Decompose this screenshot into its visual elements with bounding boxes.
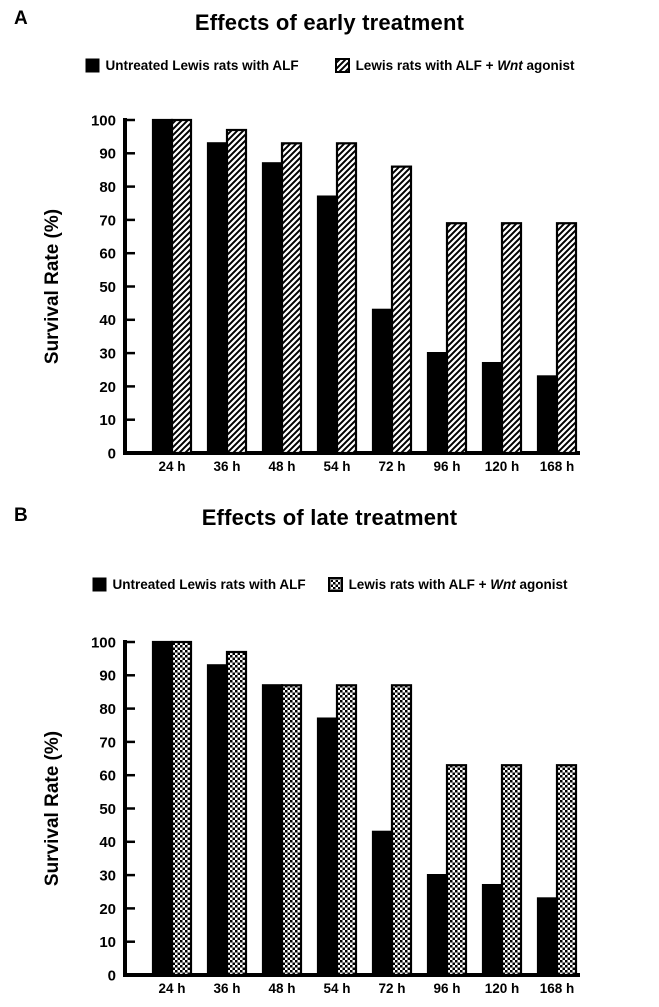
bar-series1-54h <box>316 195 339 455</box>
x-tick-label: 24 h <box>158 981 185 996</box>
bar-series1-72h <box>371 830 394 977</box>
bar-series1-24h <box>151 118 174 455</box>
panel-a-title: Effects of early treatment <box>194 10 465 35</box>
solid-black-swatch-icon <box>92 577 107 592</box>
bar-series1-54h <box>316 717 339 977</box>
y-tick-label: 20 <box>99 901 116 918</box>
y-tick-label: 20 <box>99 379 116 396</box>
bar-series2-54h <box>335 142 358 455</box>
x-tick-label: 96 h <box>433 981 460 996</box>
y-tick-label: 100 <box>91 634 116 651</box>
y-tick-label: 60 <box>99 246 116 263</box>
y-tick-label: 70 <box>99 212 116 229</box>
bar-series1-96h <box>426 874 449 977</box>
legend-label-wnt-agonist: Lewis rats with ALF + Wnt agonist <box>355 58 575 73</box>
x-tick-label: 36 h <box>213 981 240 996</box>
bar-series2-168h <box>555 222 578 455</box>
bar-series2-96h <box>445 222 468 455</box>
bar-series2-48h <box>280 684 303 977</box>
bar-series1-120h <box>481 361 504 455</box>
bar-series2-72h <box>390 165 413 455</box>
x-tick-label: 36 h <box>213 459 240 474</box>
checkerboard-swatch-icon <box>327 577 343 592</box>
bar-series1-72h <box>371 308 394 455</box>
panel-label-b: B <box>14 505 28 526</box>
bar-series2-72h <box>390 684 413 977</box>
bar-series1-168h <box>536 375 559 455</box>
x-tick-label: 48 h <box>268 459 295 474</box>
panel-b-title: Effects of late treatment <box>201 505 458 530</box>
bar-series1-168h <box>536 897 559 977</box>
legend-item-untreated: Untreated Lewis rats with ALF <box>92 577 306 592</box>
y-tick-label: 30 <box>99 346 116 363</box>
x-tick-label: 120 h <box>485 981 520 996</box>
x-tick-label: 168 h <box>540 459 575 474</box>
y-tick-label: 90 <box>99 146 116 163</box>
x-tick-label: 54 h <box>323 981 350 996</box>
y-tick-label: 80 <box>99 179 116 196</box>
survival-chart-early-treatment: 0 10 20 30 40 50 60 70 80 90 100 24 h 36 h 48 h 54 h 72… <box>42 112 580 474</box>
bar-series1-48h <box>261 162 284 455</box>
legend-label-untreated: Untreated Lewis rats with ALF <box>112 577 306 592</box>
y-tick-label: 30 <box>99 868 116 885</box>
bar-series1-48h <box>261 684 284 977</box>
bar-series1-36h <box>206 664 229 977</box>
y-tick-label: 0 <box>108 445 116 462</box>
legend-item-untreated: Untreated Lewis rats with ALF <box>85 58 299 73</box>
x-tick-label: 72 h <box>378 459 405 474</box>
x-tick-label: 120 h <box>485 459 520 474</box>
panel-label-a: A <box>14 8 28 29</box>
y-tick-label: 70 <box>99 734 116 751</box>
x-tick-label: 168 h <box>540 981 575 996</box>
bar-series1-96h <box>426 352 449 455</box>
bar-series2-96h <box>445 764 468 977</box>
y-axis-title: Survival Rate (%) <box>42 731 63 886</box>
bar-series2-168h <box>555 764 578 977</box>
solid-black-swatch-icon <box>85 58 100 73</box>
bar-series1-36h <box>206 142 229 455</box>
x-tick-label: 72 h <box>378 981 405 996</box>
y-tick-label: 40 <box>99 312 116 329</box>
y-tick-label: 10 <box>99 934 116 951</box>
x-tick-label: 48 h <box>268 981 295 996</box>
bar-series1-24h <box>151 640 174 977</box>
x-tick-label: 54 h <box>323 459 350 474</box>
legend-label-untreated: Untreated Lewis rats with ALF <box>105 58 299 73</box>
bar-series2-48h <box>280 142 303 455</box>
bar-series2-54h <box>335 684 358 977</box>
bar-series2-120h <box>500 764 523 977</box>
legend-item-wnt-agonist: Lewis rats with ALF + Wnt agonist <box>327 577 568 592</box>
diagonal-hatch-swatch-icon <box>334 58 350 73</box>
y-tick-label: 100 <box>91 112 116 129</box>
bar-series1-120h <box>481 883 504 977</box>
bar-series2-24h <box>170 640 193 977</box>
bar-series2-24h <box>170 118 193 455</box>
x-tick-label: 24 h <box>158 459 185 474</box>
y-tick-label: 60 <box>99 768 116 785</box>
panel-b-legend: Untreated Lewis rats with ALF Lewis rats… <box>0 577 659 592</box>
y-tick-label: 50 <box>99 279 116 296</box>
y-tick-label: 50 <box>99 801 116 818</box>
y-tick-label: 0 <box>108 967 116 984</box>
y-tick-label: 10 <box>99 412 116 429</box>
y-tick-label: 80 <box>99 701 116 718</box>
bar-series2-36h <box>225 650 248 977</box>
panel-a-legend: Untreated Lewis rats with ALF Lewis rats… <box>0 58 659 73</box>
bar-series2-120h <box>500 222 523 455</box>
legend-item-wnt-agonist: Lewis rats with ALF + Wnt agonist <box>334 58 575 73</box>
y-tick-label: 90 <box>99 668 116 685</box>
panel-b-late-treatment: B Effects of late treatment Untreated Le… <box>0 497 659 1007</box>
panel-a-early-treatment: A Effects of early treatment Untreated L… <box>0 0 659 497</box>
y-tick-label: 40 <box>99 834 116 851</box>
x-tick-label: 96 h <box>433 459 460 474</box>
bar-series2-36h <box>225 128 248 455</box>
legend-label-wnt-agonist: Lewis rats with ALF + Wnt agonist <box>348 577 568 592</box>
y-axis-title: Survival Rate (%) <box>42 209 63 364</box>
survival-chart-late-treatment: 0 10 20 30 40 50 60 70 80 90 100 24 h 36 h 48 h 54 h 72… <box>42 634 580 996</box>
